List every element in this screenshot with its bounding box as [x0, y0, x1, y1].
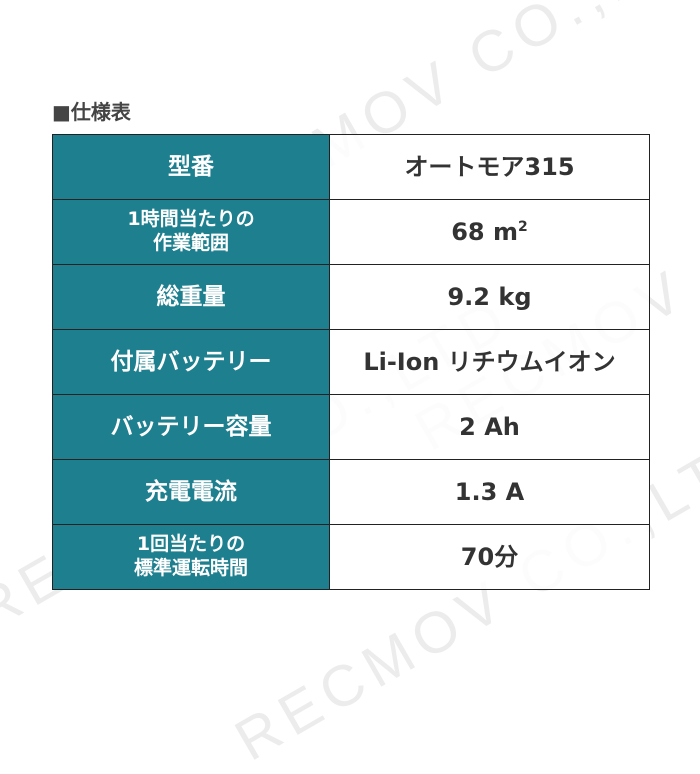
spec-value: 68 m2: [329, 199, 650, 265]
spec-value: オートモア315: [329, 134, 650, 200]
spec-label: 充電電流: [52, 459, 330, 525]
table-row: 付属バッテリー Li-Ion リチウムイオン: [52, 329, 650, 395]
spec-value: 70分: [329, 524, 650, 590]
spec-value: Li-Ion リチウムイオン: [329, 329, 650, 395]
label-line: 1時間当たりの: [127, 208, 255, 231]
table-row: 充電電流 1.3 A: [52, 459, 650, 525]
table-row: 1時間当たりの 作業範囲 68 m2: [52, 199, 650, 265]
spec-value: 1.3 A: [329, 459, 650, 525]
spec-label: 付属バッテリー: [52, 329, 330, 395]
spec-value: 9.2 kg: [329, 264, 650, 330]
label-line: 作業範囲: [152, 232, 229, 254]
spec-table: 型番 オートモア315 1時間当たりの 作業範囲 68 m2 総重量 9.2 kg…: [52, 134, 650, 590]
value-superscript: 2: [518, 219, 528, 235]
spec-label: バッテリー容量: [52, 394, 330, 460]
table-row: 型番 オートモア315: [52, 134, 650, 200]
spec-label: 総重量: [52, 264, 330, 330]
spec-value: 2 Ah: [329, 394, 650, 460]
label-line: 標準運転時間: [133, 557, 248, 579]
table-row: バッテリー容量 2 Ah: [52, 394, 650, 460]
label-line: 1回当たりの: [136, 533, 246, 556]
page-title: ■仕様表: [52, 100, 131, 124]
table-row: 1回当たりの 標準運転時間 70分: [52, 524, 650, 590]
table-row: 総重量 9.2 kg: [52, 264, 650, 330]
spec-label: 型番: [52, 134, 330, 200]
value-text: 68 m: [451, 218, 518, 246]
spec-label: 1時間当たりの 作業範囲: [52, 199, 330, 265]
spec-label: 1回当たりの 標準運転時間: [52, 524, 330, 590]
